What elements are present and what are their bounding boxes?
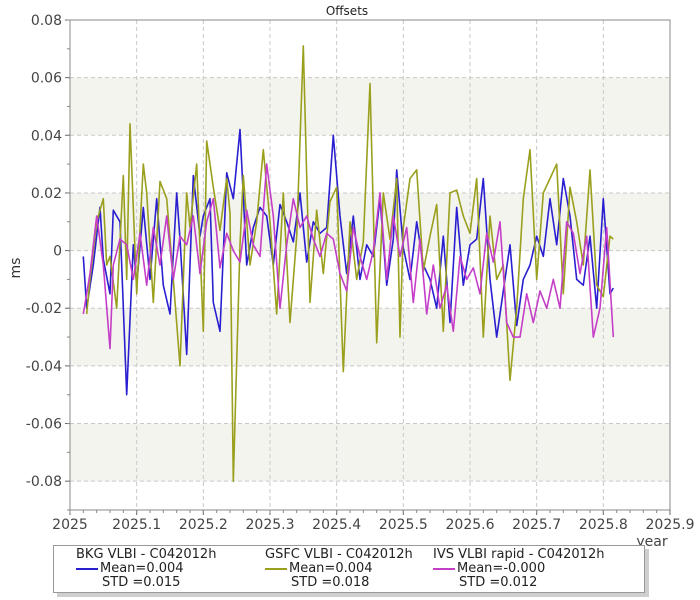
- y-tick-label: -0.06: [26, 417, 62, 433]
- legend-entry-bkg: BKG VLBI - C042012h Mean=0.004 STD =0.01…: [76, 548, 216, 590]
- x-tick-label: 2025: [52, 517, 88, 533]
- legend-mean: Mean=0.004: [289, 561, 373, 576]
- x-tick-label: 2025.5: [379, 517, 428, 533]
- legend-entry-gsfc: GSFC VLBI - C042012h Mean=0.004 STD =0.0…: [265, 548, 413, 590]
- x-tick-label: 2025.9: [646, 517, 695, 533]
- axis-ticks: 2025 2025.1 2025.2 2025.3 2025.4 2025.5 2025.6…: [26, 13, 695, 533]
- x-tick-label: 2025.4: [312, 517, 361, 533]
- series-line-0: [82, 128, 614, 396]
- x-tick-label: 2025.1: [112, 517, 161, 533]
- series-line-2: [82, 163, 615, 350]
- legend-series-name: GSFC VLBI - C042012h: [265, 547, 413, 562]
- legend-swatch: [433, 568, 455, 570]
- x-tick-label: 2025.2: [179, 517, 228, 533]
- legend-series-name: IVS VLBI rapid - C042012h: [433, 547, 605, 562]
- legend-mean: Mean=0.004: [100, 561, 184, 576]
- series-lines: [82, 45, 615, 483]
- chart-title: Offsets: [326, 4, 368, 18]
- legend-series-name: BKG VLBI - C042012h: [76, 547, 217, 562]
- series-line-1: [85, 45, 614, 483]
- y-axis-label: ms: [8, 258, 24, 279]
- legend: BKG VLBI - C042012h Mean=0.004 STD =0.01…: [53, 545, 645, 593]
- plot-background-bands: [70, 77, 670, 482]
- y-tick-label: 0: [53, 244, 62, 260]
- legend-std: STD =0.015: [102, 575, 181, 590]
- x-tick-label: 2025.7: [512, 517, 561, 533]
- x-tick-label: 2025.6: [446, 517, 495, 533]
- legend-std: STD =0.018: [291, 575, 370, 590]
- legend-mean: Mean=-0.000: [457, 561, 546, 576]
- background-band: [70, 423, 670, 482]
- y-tick-label: -0.04: [26, 359, 62, 375]
- legend-swatch: [76, 568, 98, 570]
- legend-entry-ivs: IVS VLBI rapid - C042012h Mean=-0.000 ST…: [433, 548, 604, 590]
- y-tick-label: 0.06: [31, 71, 62, 87]
- plot-frame: [69, 19, 671, 511]
- y-tick-label: 0.08: [31, 13, 62, 29]
- x-tick-label: 2025.3: [246, 517, 295, 533]
- y-tick-label: -0.02: [26, 301, 62, 317]
- x-tick-label: 2025.8: [579, 517, 628, 533]
- y-tick-label: -0.08: [26, 474, 62, 490]
- legend-swatch: [265, 568, 287, 570]
- y-tick-label: 0.04: [31, 128, 62, 144]
- background-band: [70, 308, 670, 366]
- legend-std: STD =0.012: [459, 575, 538, 590]
- y-tick-label: 0.02: [31, 186, 62, 202]
